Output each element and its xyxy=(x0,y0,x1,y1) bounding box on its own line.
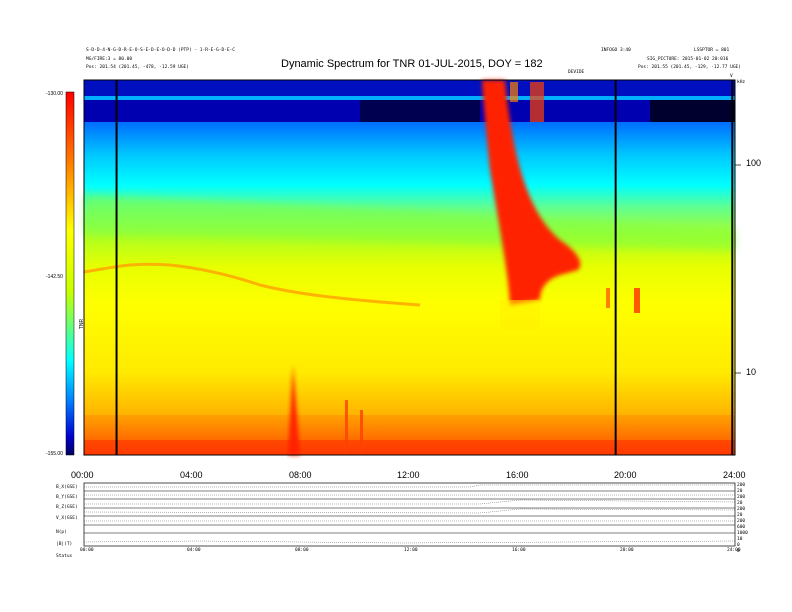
lower-panel xyxy=(83,482,736,547)
lower-x-tick: 20:00 xyxy=(620,548,634,553)
lower-row-label-bx: B_X(GSE) xyxy=(56,485,78,490)
colorbar-tick-mid: -142.50 xyxy=(46,274,63,280)
lower-row-label-bt: |B|(T) xyxy=(56,542,73,547)
colorbar-tick-top: -130.00 xyxy=(46,91,63,97)
x-tick-0000: 00:00 xyxy=(71,470,94,480)
plot-frame xyxy=(83,79,736,456)
lower-right-label: 0 xyxy=(737,543,740,548)
header-right-line3: SIG_PICTURE: 2015-01-02 20:016 xyxy=(647,57,729,62)
lower-right-label: 200 xyxy=(737,507,746,512)
lower-row-label-vx: V_X(GSE) xyxy=(56,516,78,521)
lower-right-label: 0 xyxy=(737,549,740,554)
x-tick-2400: 24:00 xyxy=(723,470,746,480)
y-tick-10: 10 xyxy=(746,367,757,377)
lower-row-label-by: B_Y(GSE) xyxy=(56,495,78,500)
colorbar xyxy=(65,91,75,456)
spectrogram-plot xyxy=(83,80,735,455)
header-right-line1: INFOGO 3:40 xyxy=(601,48,631,53)
header-right-line4: Pos: 201.55 (201.45, -129, -12.77 UGE) xyxy=(638,65,741,70)
lower-right-label: 20 xyxy=(737,501,743,506)
lower-right-label: 20 xyxy=(737,513,743,518)
lower-right-label: 10 xyxy=(737,537,743,542)
header-left-line3: Pos: 201.54 (201.45, -478, -12.59 UGE) xyxy=(86,65,189,70)
y-tick-100: 100 xyxy=(746,158,762,168)
lower-right-label: 600 xyxy=(737,525,746,530)
lower-x-tick: 04:00 xyxy=(187,548,201,553)
lower-x-tick: 00:00 xyxy=(80,548,94,553)
radio-burst xyxy=(482,80,581,305)
x-tick-0400: 04:00 xyxy=(180,470,203,480)
lower-x-tick: 24:00 xyxy=(727,548,741,553)
lower-x-tick: 16:00 xyxy=(512,548,526,553)
lower-right-label: 200 xyxy=(737,495,746,500)
header-left-line1: S-D-D-4-N-G-D-R-E-O-S-E-D-E-O-D-D (PTP) … xyxy=(86,48,236,53)
lower-x-tick: 08:00 xyxy=(295,548,309,553)
right-axis-ticks xyxy=(735,164,741,374)
lower-right-label: 200 xyxy=(737,519,746,524)
corner-v-label: V xyxy=(730,74,733,79)
x-tick-2000: 20:00 xyxy=(614,470,637,480)
chart-title: Dynamic Spectrum for TNR 01-JUL-2015, DO… xyxy=(281,58,543,70)
lower-row-label-bz: B_Z(GSE) xyxy=(56,505,78,510)
x-tick-1200: 12:00 xyxy=(397,470,420,480)
corner-khz-label: kHz xyxy=(737,80,746,85)
x-tick-1600: 16:00 xyxy=(506,470,529,480)
header-right-line2: LSSPTOR = 801 xyxy=(694,48,730,53)
x-tick-0800: 08:00 xyxy=(289,470,312,480)
lower-x-tick: 12:00 xyxy=(404,548,418,553)
lower-right-label: 20 xyxy=(737,489,743,494)
lower-right-label: 1000 xyxy=(737,531,748,536)
annotation-label: DEVIDE xyxy=(568,70,585,75)
lower-right-label: 200 xyxy=(737,483,746,488)
lower-row-label-status: Status xyxy=(56,554,73,559)
header-left-line2: MG/FIRE:3 = 80.00 xyxy=(86,57,133,62)
data-gap-lines xyxy=(115,80,734,455)
colorbar-tick-bottom: -155.00 xyxy=(46,451,63,457)
lower-row-label-np: N(p) xyxy=(56,530,67,535)
